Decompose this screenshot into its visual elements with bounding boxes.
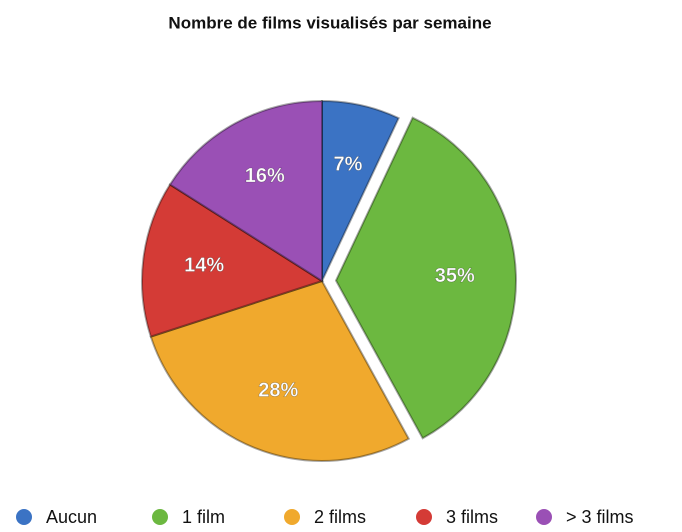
legend-label: > 3 films	[566, 507, 634, 527]
pie-slice	[141, 183, 325, 338]
pie-slice	[168, 99, 323, 283]
legend-label: 2 films	[314, 507, 366, 527]
data-label: 14%	[184, 254, 224, 276]
data-label: 28%	[258, 380, 298, 402]
legend-swatch	[16, 509, 32, 525]
legend-swatch	[416, 509, 432, 525]
data-label: 16%	[245, 165, 285, 187]
legend-label: 1 film	[182, 507, 225, 527]
pie-slice	[149, 279, 411, 462]
pie-slice	[334, 116, 517, 440]
data-label: 35%	[435, 265, 475, 287]
legend-label: 3 films	[446, 507, 498, 527]
chart-title: Nombre de films visualisés par semaine	[168, 13, 491, 32]
data-label: 7%	[333, 153, 362, 175]
pie-slice	[321, 99, 400, 282]
legend-swatch	[536, 509, 552, 525]
legend-swatch	[152, 509, 168, 525]
legend-swatch	[284, 509, 300, 525]
legend-label: Aucun	[46, 507, 97, 527]
